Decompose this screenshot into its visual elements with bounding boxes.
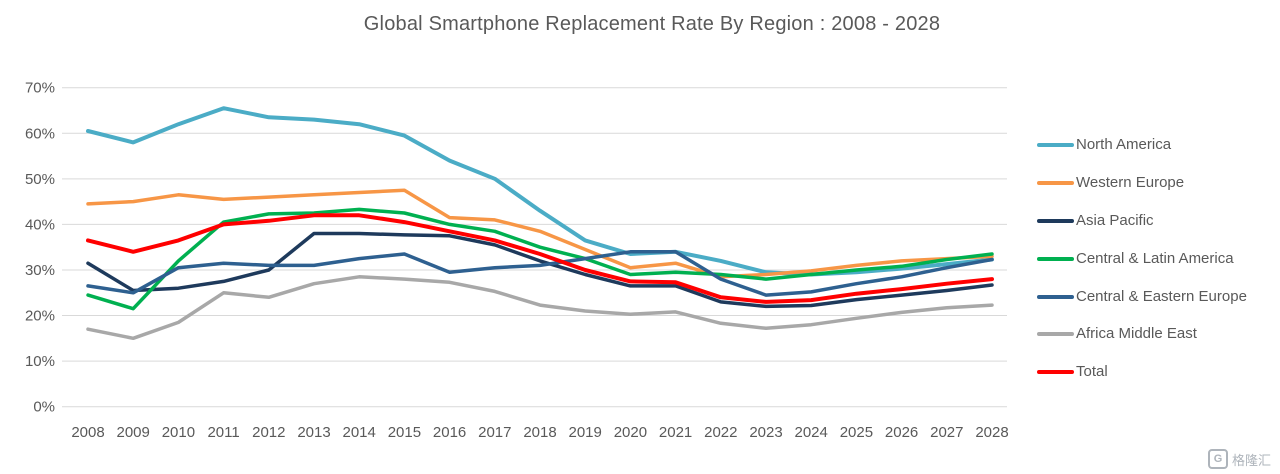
y-tick-label: 70%	[25, 80, 55, 97]
x-tick-label: 2020	[614, 424, 647, 441]
series-line-central-latin-america	[86, 207, 994, 311]
legend-label: Africa Middle East	[1076, 325, 1197, 342]
x-tick-label: 2008	[71, 424, 104, 441]
x-tick-label: 2014	[343, 424, 376, 441]
x-tick-label: 2017	[478, 424, 511, 441]
x-tick-label: 2012	[252, 424, 285, 441]
y-tick-label: 40%	[25, 216, 55, 233]
x-tick-label: 2018	[523, 424, 556, 441]
x-tick-label: 2010	[162, 424, 195, 441]
legend-item-africa-middle-east: Africa Middle East	[1037, 325, 1197, 343]
legend-swatch	[1037, 295, 1074, 299]
watermark-logo-icon: G	[1207, 449, 1228, 469]
x-tick-label: 2026	[885, 424, 918, 441]
legend-item-asia-pacific: Asia Pacific	[1037, 212, 1154, 230]
legend-swatch	[1037, 332, 1074, 336]
chart-title: Global Smartphone Replacement Rate By Re…	[363, 13, 941, 35]
y-tick-label: 30%	[25, 262, 55, 279]
y-tick-label: 60%	[25, 125, 55, 142]
legend-item-total: Total	[1037, 363, 1108, 381]
legend-swatch	[1037, 370, 1074, 374]
legend-label: Western Europe	[1076, 174, 1185, 191]
legend-swatch	[1037, 143, 1074, 147]
series-line-africa-middle-east	[86, 275, 994, 341]
legend-label: Total	[1076, 363, 1108, 380]
x-tick-label: 2024	[795, 424, 828, 441]
series-line-central-eastern-europe	[86, 250, 994, 297]
legend-item-central-eastern-europe: Central & Eastern Europe	[1037, 288, 1247, 306]
x-tick-label: 2019	[569, 424, 602, 441]
legend-label: Asia Pacific	[1076, 212, 1154, 229]
series-line-total	[86, 213, 994, 304]
x-tick-label: 2016	[433, 424, 466, 441]
legend-item-western-europe: Western Europe	[1037, 174, 1184, 192]
x-tick-label: 2013	[297, 424, 330, 441]
legend-label: Central & Eastern Europe	[1076, 288, 1247, 305]
watermark: G 格隆汇	[1207, 449, 1271, 469]
watermark-text: 格隆汇	[1231, 452, 1271, 468]
x-tick-label: 2009	[117, 424, 150, 441]
x-tick-label: 2025	[840, 424, 873, 441]
legend-item-north-america: North America	[1037, 136, 1171, 154]
y-tick-label: 10%	[25, 353, 55, 370]
legend-swatch	[1037, 181, 1074, 185]
x-tick-label: 2015	[388, 424, 421, 441]
x-tick-label: 2022	[704, 424, 737, 441]
legend-label: North America	[1076, 136, 1172, 153]
legend-swatch	[1037, 219, 1074, 223]
legend-item-central-latin-america: Central & Latin America	[1037, 250, 1234, 268]
y-tick-label: 20%	[25, 308, 55, 325]
x-tick-label: 2023	[749, 424, 782, 441]
x-tick-label: 2028	[975, 424, 1008, 441]
chart-legend: North America Western Europe Asia Pacific C…	[1037, 136, 1280, 416]
series-line-western-europe	[86, 188, 994, 279]
x-tick-label: 2011	[207, 424, 239, 441]
x-tick-label: 2027	[930, 424, 963, 441]
legend-swatch	[1037, 257, 1074, 261]
legend-label: Central & Latin America	[1076, 250, 1234, 267]
series-line-asia-pacific	[86, 231, 994, 309]
y-tick-label: 50%	[25, 171, 55, 188]
y-tick-label: 0%	[33, 399, 55, 416]
x-tick-label: 2021	[659, 424, 692, 441]
